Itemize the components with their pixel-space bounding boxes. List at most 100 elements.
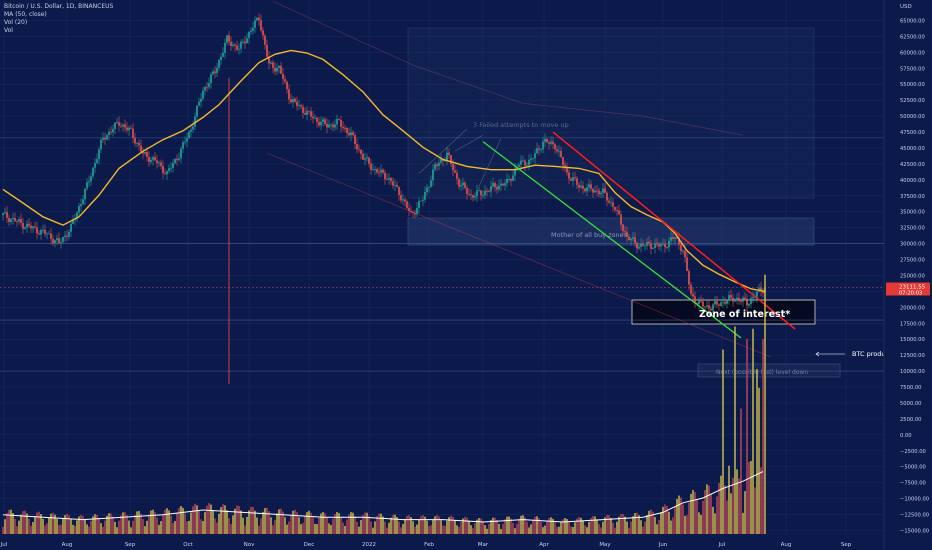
candle-body: [236, 45, 238, 50]
volume-bar: [122, 512, 124, 534]
volume-bar: [704, 489, 706, 534]
candle-body: [706, 305, 708, 307]
price-tick-label: 7500.00: [900, 385, 921, 391]
candle-body: [156, 160, 158, 164]
candle-body: [698, 300, 700, 305]
volume-bar: [742, 512, 744, 534]
candle-body: [682, 250, 684, 252]
candle-body: [362, 153, 364, 160]
volume-bar: [150, 510, 152, 534]
volume-bar: [422, 515, 424, 534]
volume-bar: [300, 524, 302, 534]
volume-bar: [354, 516, 356, 534]
candle-body: [318, 121, 320, 126]
candle-body: [228, 35, 230, 42]
candle-body: [346, 128, 348, 133]
volume-bar: [178, 507, 180, 534]
volume-bar: [668, 511, 670, 534]
candle-body: [342, 126, 344, 128]
candle-body: [554, 144, 556, 150]
volume-bar: [32, 522, 34, 534]
volume-bar: [82, 516, 84, 534]
candle-body: [52, 238, 54, 244]
candle-body: [226, 35, 228, 43]
green-trendline: [482, 141, 742, 339]
volume-bar: [154, 512, 156, 534]
candle-body: [506, 179, 508, 184]
candle-body: [210, 74, 212, 83]
volume-bar: [98, 517, 100, 534]
volume-bar: [120, 515, 122, 534]
candle-body: [286, 81, 288, 90]
volume-bar: [182, 507, 184, 534]
volume-bar: [718, 482, 720, 534]
volume-bar: [24, 510, 26, 534]
candle-body: [16, 221, 18, 223]
volume-bar: [484, 525, 486, 534]
volume-bar: [456, 525, 458, 534]
candle-body: [78, 206, 80, 213]
volume-bar: [260, 518, 262, 534]
candle-body: [390, 177, 392, 182]
volume-bar: [606, 514, 608, 534]
volume-bar: [452, 516, 454, 534]
volume-bar: [726, 500, 728, 534]
volume-bar: [418, 519, 420, 534]
volume-bar: [332, 518, 334, 534]
volume-bar: [268, 511, 270, 534]
volume-bar: [536, 516, 538, 534]
candle-body: [730, 295, 732, 298]
volume-bar: [654, 516, 656, 534]
volume-bar: [552, 518, 554, 534]
candle-body: [684, 250, 686, 258]
candle-body: [436, 164, 438, 166]
price-tick-label: 42500.00: [900, 162, 925, 168]
volume-bar: [100, 523, 102, 534]
candle-body: [434, 164, 436, 170]
volume-bar: [284, 517, 286, 534]
candle-body: [634, 237, 636, 243]
volume-bar: [304, 516, 306, 534]
candle-body: [566, 168, 568, 173]
candle-body: [254, 20, 256, 28]
candle-body: [666, 247, 668, 249]
volume-bar: [506, 516, 508, 534]
volume-bar: [638, 515, 640, 534]
candle-body: [468, 193, 470, 195]
volume-bar: [324, 513, 326, 534]
volume-bar: [6, 513, 8, 534]
candle-body: [98, 149, 100, 160]
price-tick-label: 2500.00: [900, 417, 921, 423]
volume-bar: [370, 521, 372, 534]
volume-bar: [624, 516, 626, 534]
volume-bar: [168, 510, 170, 534]
volume-bar: [556, 527, 558, 534]
candle-body: [536, 148, 538, 154]
candle-body: [270, 62, 272, 64]
candle-body: [410, 210, 412, 213]
price-tick-label: 0.00: [900, 433, 912, 439]
volume-bar: [480, 518, 482, 534]
candle-body: [474, 196, 476, 198]
volume-bar: [356, 521, 358, 534]
volume-bar: [404, 518, 406, 534]
volume-bar: [368, 516, 370, 534]
volume-bar: [604, 517, 606, 534]
price-axis-unit: USD: [900, 4, 912, 10]
price-tick-label: 30000.00: [900, 242, 925, 248]
volume-bar: [394, 514, 396, 534]
candle-body: [114, 122, 116, 129]
volume-bar: [620, 513, 622, 534]
candle-body: [142, 151, 144, 154]
volume-bar: [616, 521, 618, 534]
volume-bar: [430, 525, 432, 534]
volume-bar: [722, 349, 724, 534]
volume-bar: [326, 517, 328, 534]
candle-body: [234, 44, 236, 46]
volume-bar: [158, 524, 160, 534]
candle-body: [104, 137, 106, 140]
volume-bar: [110, 513, 112, 534]
volume-bar: [72, 524, 74, 534]
volume-bar: [140, 513, 142, 534]
